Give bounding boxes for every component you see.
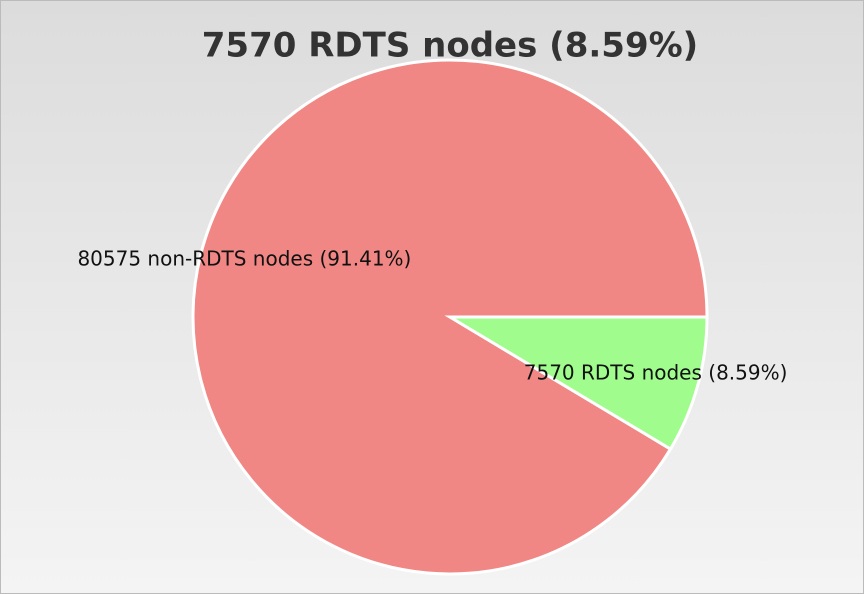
slice-label: 7570 RDTS nodes (8.59%)	[524, 360, 788, 384]
pie-slice	[444, 315, 709, 452]
slice-label: 80575 non-RDTS nodes (91.41%)	[77, 247, 411, 271]
labels: 80575 non-RDTS nodes (91.41%) 7570 RDTS n…	[77, 247, 787, 385]
pie	[191, 58, 709, 576]
